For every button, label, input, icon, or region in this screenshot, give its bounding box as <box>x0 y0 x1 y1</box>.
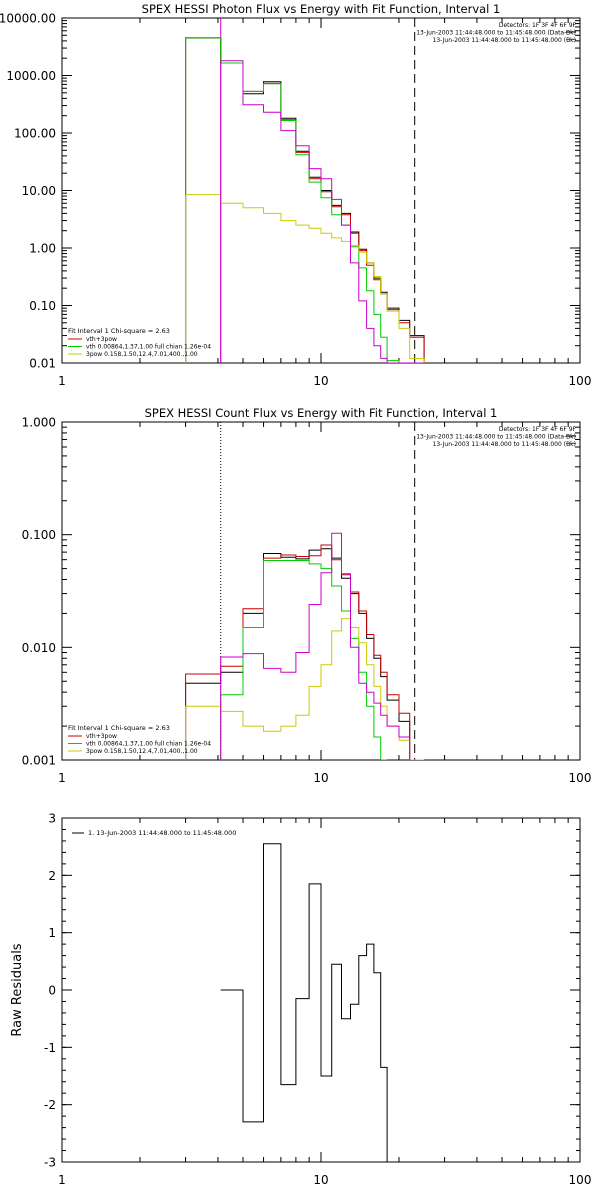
y-tick-label: 0.010 <box>22 641 56 655</box>
series-4-histogram <box>220 60 425 363</box>
legend-label: vth+3pow <box>86 336 117 343</box>
series-0-histogram <box>185 548 411 760</box>
legend-label: 3pow 0.158,1.50,12.4,7.01,400.,1.00 <box>86 351 198 358</box>
series-3-histogram <box>185 194 425 363</box>
plot-frame <box>61 17 581 364</box>
legend-label: 3pow 0.158,1.50,12.4,7.01,400.,1.00 <box>86 748 198 755</box>
x-tick-label: 10 <box>313 771 328 785</box>
plot-frame <box>61 817 581 1163</box>
series-4-histogram <box>220 532 411 760</box>
y-tick-label: 0.01 <box>29 357 56 371</box>
y-tick-label: -1 <box>44 1041 56 1055</box>
legend-label: 1. 13-Jun-2003 11:44:48.000 to 11:45:48.… <box>88 829 236 837</box>
y-tick-label: -2 <box>44 1098 56 1112</box>
series-0-histogram <box>220 843 388 1162</box>
count-flux-chart: SPEX HESSI Count Flux vs Energy with Fit… <box>22 406 592 785</box>
chart-title: SPEX HESSI Count Flux vs Energy with Fit… <box>145 406 498 420</box>
y-tick-label: 1 <box>48 926 56 940</box>
chart-title: SPEX HESSI Photon Flux vs Energy with Fi… <box>142 2 501 16</box>
series-2-histogram <box>220 560 388 760</box>
x-tick-label: 1 <box>58 374 66 388</box>
y-tick-label: 0.100 <box>22 528 56 542</box>
legend-title: Fit Interval 1 Chi-square = 2.63 <box>68 327 170 335</box>
y-tick-label: 10000.00 <box>0 12 56 26</box>
header-line-2: 13-Jun-2003 11:44:48.000 to 11:45:48.000… <box>433 441 576 448</box>
y-axis: 0.01 0.10 1.00 10.00 100.00 1000.00 10000.00 <box>0 12 580 371</box>
y-tick-label: 1.00 <box>29 242 56 256</box>
legend-title: Fit Interval 1 Chi-square = 2.63 <box>68 724 170 732</box>
residuals-chart: Raw Residuals 1 10 100 -3 -2 -1 0 1 2 3 1. 13-Jun-2… <box>10 812 591 1188</box>
legend-label: vth 0.00864,1.37,1.00 full chian 1.26e-0… <box>86 741 211 748</box>
x-tick-label: 100 <box>569 771 592 785</box>
x-tick-label: 100 <box>569 374 592 388</box>
x-tick-label: 10 <box>313 1173 328 1187</box>
y-tick-label: 0.10 <box>29 299 56 313</box>
y-tick-label: 2 <box>48 869 56 883</box>
legend-label: vth 0.00864,1.37,1.00 full chian 1.26e-0… <box>86 344 211 351</box>
legend-label: vth+3pow <box>86 733 117 740</box>
series-2-histogram <box>185 37 425 363</box>
x-axis: 1 10 100 <box>58 422 591 785</box>
header-line-2: 13-Jun-2003 11:44:48.000 to 11:45:48.000… <box>433 37 576 44</box>
y-tick-label: 1000.00 <box>6 69 56 83</box>
legend: Fit Interval 1 Chi-square = 2.63vth+3pow… <box>68 724 211 755</box>
series-0-histogram <box>185 37 425 363</box>
plot-frame <box>61 421 581 761</box>
x-tick-label: 10 <box>313 374 328 388</box>
y-tick-label: 100.00 <box>14 127 56 141</box>
header-line-0: Detectors: 1F 3F 4F 6F 9F <box>499 426 577 433</box>
x-tick-label: 1 <box>58 771 66 785</box>
y-tick-label: -3 <box>44 1156 56 1170</box>
series-3-histogram <box>185 618 425 760</box>
y-axis-label: Raw Residuals <box>10 943 25 1036</box>
header-line-1: 13-Jun-2003 11:44:48.000 to 11:45:48.000… <box>416 30 576 37</box>
legend: Fit Interval 1 Chi-square = 2.63vth+3pow… <box>68 327 211 358</box>
y-tick-label: 0 <box>48 984 56 998</box>
y-tick-label: 10.00 <box>22 184 56 198</box>
header-line-1: 13-Jun-2003 11:44:48.000 to 11:45:48.000… <box>416 434 576 441</box>
y-tick-label: 3 <box>48 812 56 826</box>
y-axis: -3 -2 -1 0 1 2 3 <box>44 812 580 1170</box>
legend: 1. 13-Jun-2003 11:44:48.000 to 11:45:48.… <box>72 829 236 837</box>
header-line-0: Detectors: 1F 3F 4F 6F 9F <box>499 22 577 29</box>
series-1-histogram <box>185 37 425 363</box>
x-tick-label: 100 <box>569 1173 592 1187</box>
x-tick-label: 1 <box>58 1173 66 1187</box>
y-tick-label: 0.001 <box>22 754 56 768</box>
series-1-histogram <box>185 544 411 760</box>
x-axis: 1 10 100 <box>58 818 591 1187</box>
photon-flux-chart: SPEX HESSI Photon Flux vs Energy with Fi… <box>0 2 591 388</box>
y-tick-label: 1.000 <box>22 416 56 430</box>
